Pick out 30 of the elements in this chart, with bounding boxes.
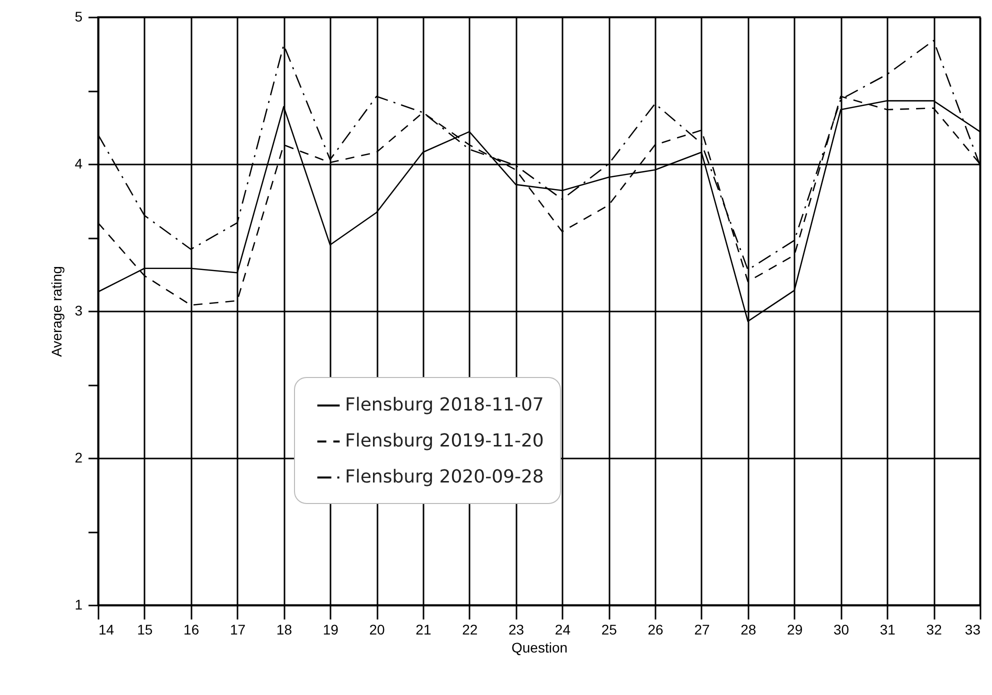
x-tick-label: 29 <box>787 622 803 638</box>
y-tick-label: 4 <box>74 156 83 172</box>
x-tick-label: 14 <box>98 622 114 638</box>
y-tick-label: 3 <box>74 302 83 318</box>
legend-label: Flensburg 2020-09-28 <box>345 466 544 488</box>
x-tick-label: 20 <box>369 622 386 638</box>
legend-label: Flensburg 2018-11-07 <box>345 394 544 416</box>
x-tick-label: 22 <box>462 622 478 638</box>
x-tick-label: 32 <box>926 622 942 638</box>
x-tick-label: 26 <box>648 622 664 638</box>
x-axis-title: Question <box>511 640 568 656</box>
x-tick-label: 21 <box>416 622 432 638</box>
x-tick-label: 19 <box>322 622 339 638</box>
y-tick-label: 5 <box>74 8 83 24</box>
x-tick-label: 16 <box>184 622 200 638</box>
x-tick-label: 24 <box>554 622 571 638</box>
x-tick-label: 30 <box>833 622 850 638</box>
x-tick-label: 31 <box>880 622 896 638</box>
x-tick-label: 18 <box>276 622 292 638</box>
y-axis-title: Average rating <box>48 266 65 357</box>
legend-label: Flensburg 2019-11-20 <box>345 430 544 452</box>
x-tick-label: 33 <box>964 622 981 638</box>
x-tick-label: 17 <box>230 622 246 638</box>
x-tick-label: 25 <box>601 622 618 638</box>
x-tick-label: 27 <box>694 622 710 638</box>
y-tick-label: 1 <box>74 596 83 612</box>
x-tick-label: 28 <box>740 622 756 638</box>
x-tick-label: 15 <box>137 622 153 638</box>
y-tick-label: 2 <box>74 450 83 466</box>
x-tick-label: 23 <box>508 622 524 638</box>
